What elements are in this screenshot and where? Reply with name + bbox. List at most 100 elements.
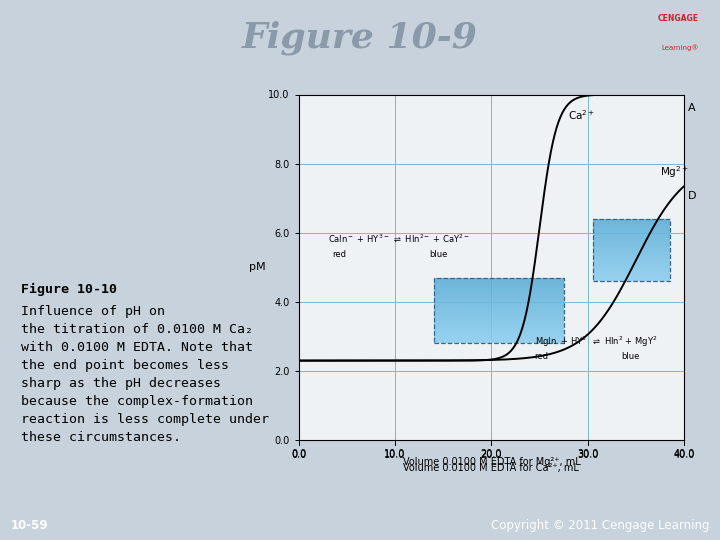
Bar [593, 280, 670, 281]
Text: CaIn$^-$ + HY$^{3-}$ $\rightleftharpoons$ HIn$^{2-}$ + CaY$^{2-}$: CaIn$^-$ + HY$^{3-}$ $\rightleftharpoons… [328, 232, 469, 244]
Bar [593, 258, 670, 259]
Bar [593, 241, 670, 242]
Bar [433, 337, 564, 339]
Bar [433, 332, 564, 334]
Bar [593, 219, 670, 281]
Bar [593, 266, 670, 267]
Bar [593, 245, 670, 247]
Text: Volume 0.0100 M EDTA for Mg²⁺, mL: Volume 0.0100 M EDTA for Mg²⁺, mL [402, 457, 580, 467]
Text: CENGAGE: CENGAGE [657, 14, 698, 23]
Bar [593, 228, 670, 230]
Bar [593, 272, 670, 273]
Bar [433, 284, 564, 286]
Bar [593, 225, 670, 227]
Bar [593, 255, 670, 256]
Bar [593, 244, 670, 245]
Bar [433, 282, 564, 284]
Bar [593, 275, 670, 276]
Bar [593, 247, 670, 248]
Bar [593, 259, 670, 261]
Text: 40.0: 40.0 [673, 450, 695, 461]
Bar [433, 310, 564, 312]
Bar [433, 289, 564, 291]
Bar [433, 323, 564, 325]
Text: Influence of pH on
the titration of 0.0100 M Ca₂
with 0.0100 M EDTA. Note that
t: Influence of pH on the titration of 0.01… [22, 305, 269, 444]
Bar [433, 278, 564, 343]
Text: Mg$^{2+}$: Mg$^{2+}$ [660, 164, 689, 180]
Bar [593, 276, 670, 278]
Bar [433, 315, 564, 317]
Bar [593, 250, 670, 252]
Bar [593, 264, 670, 266]
Bar [593, 252, 670, 253]
Bar [593, 238, 670, 239]
Text: red: red [535, 352, 549, 361]
X-axis label: Volume 0.0100 M EDTA for Ca²⁺, mL: Volume 0.0100 M EDTA for Ca²⁺, mL [403, 463, 580, 473]
Bar [593, 224, 670, 225]
Bar [593, 231, 670, 233]
Bar [593, 248, 670, 250]
Bar [433, 309, 564, 310]
Bar [433, 291, 564, 293]
Bar [433, 334, 564, 335]
Bar [433, 314, 564, 315]
Bar [593, 256, 670, 258]
Bar [433, 320, 564, 322]
Bar [433, 319, 564, 320]
Bar [593, 273, 670, 275]
Bar [433, 286, 564, 287]
Bar [433, 322, 564, 323]
Bar [433, 298, 564, 299]
Bar [433, 306, 564, 307]
Bar [433, 301, 564, 302]
Text: 20.0: 20.0 [481, 450, 502, 461]
Bar [593, 234, 670, 236]
Bar [593, 239, 670, 241]
Bar [433, 279, 564, 281]
Bar [593, 230, 670, 231]
Text: blue: blue [621, 352, 640, 361]
Bar [433, 281, 564, 282]
Bar [433, 328, 564, 330]
Bar [593, 219, 670, 220]
Text: Copyright © 2011 Cengage Learning: Copyright © 2011 Cengage Learning [491, 518, 709, 532]
Bar [433, 299, 564, 301]
Text: D: D [688, 191, 696, 201]
Bar [433, 278, 564, 279]
Y-axis label: pM: pM [249, 262, 266, 272]
Bar [593, 236, 670, 238]
Bar [593, 278, 670, 280]
Bar [433, 302, 564, 304]
Bar [593, 253, 670, 255]
Text: MgIn  + HY$^3$  $\rightleftharpoons$ HIn$^2$ + MgY$^2$: MgIn + HY$^3$ $\rightleftharpoons$ HIn$^… [535, 334, 657, 349]
Bar [593, 220, 670, 222]
Text: 30.0: 30.0 [577, 450, 598, 461]
Bar [593, 270, 670, 272]
Bar [593, 269, 670, 270]
Bar [433, 339, 564, 340]
Bar [593, 262, 670, 264]
Bar [433, 304, 564, 306]
Bar [433, 296, 564, 298]
Text: Figure 10-9: Figure 10-9 [242, 21, 478, 55]
Text: blue: blue [429, 249, 447, 259]
Bar [593, 227, 670, 228]
Text: Figure 10-10: Figure 10-10 [22, 283, 117, 296]
Bar [433, 293, 564, 294]
Bar [433, 327, 564, 328]
Bar [593, 261, 670, 262]
Bar [433, 330, 564, 332]
Text: 0.0: 0.0 [291, 450, 307, 461]
Bar [433, 325, 564, 327]
Text: 10.0: 10.0 [384, 450, 406, 461]
Text: Ca$^{2+}$: Ca$^{2+}$ [569, 109, 595, 122]
Bar [433, 307, 564, 309]
Bar [593, 233, 670, 234]
Text: red: red [333, 249, 346, 259]
Text: Learning®: Learning® [661, 44, 698, 51]
Bar [593, 222, 670, 224]
Bar [593, 267, 670, 269]
Bar [433, 342, 564, 343]
Bar [433, 317, 564, 319]
Bar [433, 294, 564, 296]
